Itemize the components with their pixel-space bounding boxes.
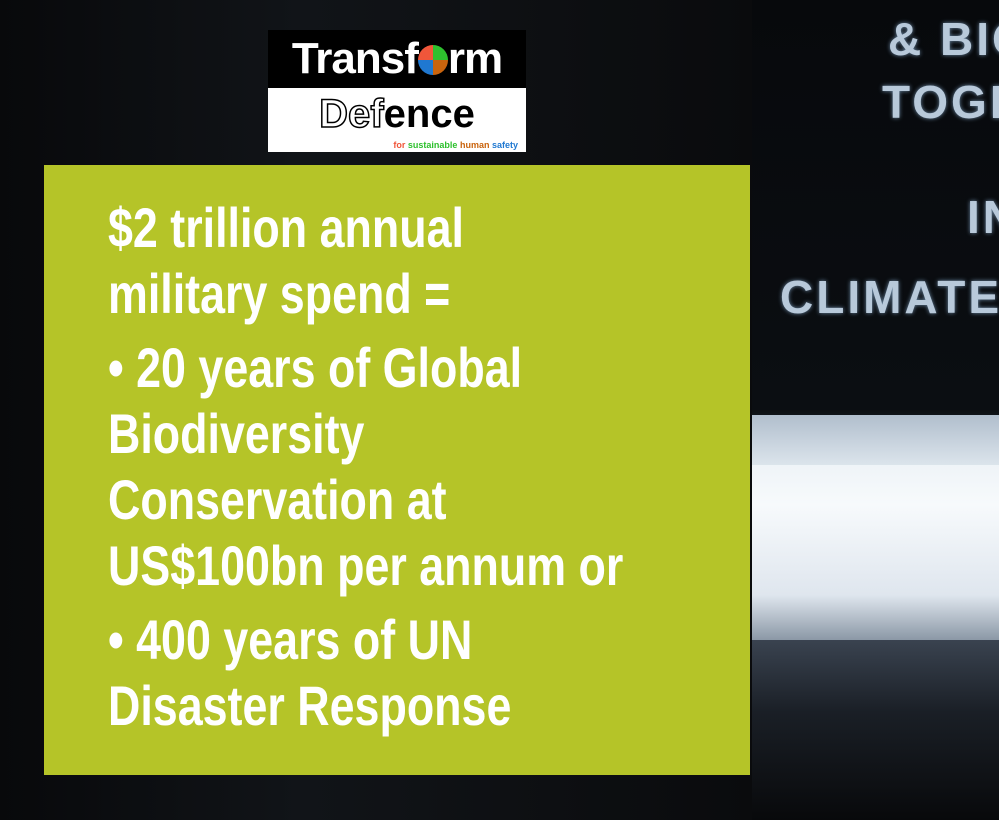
headline-line: military spend = <box>108 262 451 325</box>
logo-tagline: for sustainable human safety <box>393 140 518 150</box>
background-photo-ice-sculpture: & BIO TOGE IN CLIMATE <box>752 0 999 820</box>
ice-block-top <box>752 415 999 465</box>
logo-transform: Transf rm <box>268 30 526 88</box>
logo-defence: Defence <box>318 91 475 137</box>
bullet-line: • 20 years of Global <box>108 336 523 399</box>
bullet-line: Biodiversity <box>108 402 365 465</box>
bullet-line: Conservation at <box>108 468 447 531</box>
ice-text: IN <box>967 191 999 243</box>
floor <box>752 640 999 820</box>
green-text-panel <box>44 165 750 775</box>
bullet-line: • 400 years of UN <box>108 608 473 671</box>
panel-text: $2 trillion annual military spend = • 20… <box>108 195 623 739</box>
transform-defence-logo: Transf rm Defence for sustainable human s… <box>268 30 526 152</box>
ice-text: & BIO <box>888 13 999 65</box>
ice-text: TOGE <box>882 76 999 128</box>
ice-text: CLIMATE <box>780 271 999 323</box>
headline-line: $2 trillion annual <box>108 196 464 259</box>
bullet-line: Disaster Response <box>108 674 512 737</box>
bullet-line: US$100bn per annum or <box>108 534 624 597</box>
quadrant-circle-icon <box>417 45 448 75</box>
